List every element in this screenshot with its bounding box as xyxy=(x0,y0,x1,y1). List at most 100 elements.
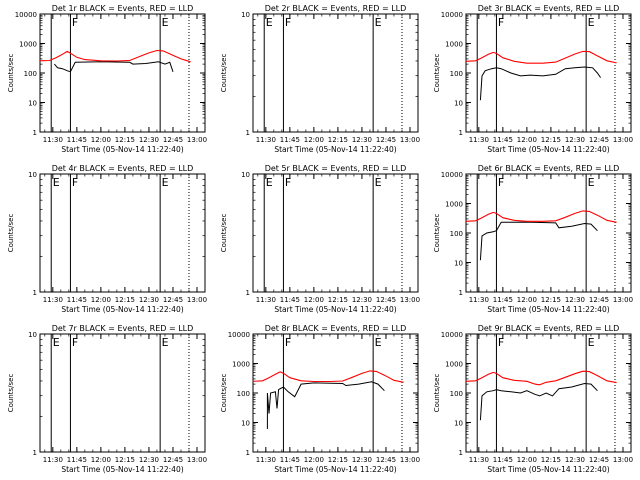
event-marker-label: F xyxy=(285,336,291,349)
event-marker-label: E xyxy=(375,176,382,189)
event-marker-label: E xyxy=(53,336,60,349)
panel-det-6: Det 6r BLACK = Events, RED = LLD 1 10 100 10… xyxy=(433,164,633,314)
lld-series-line xyxy=(39,49,191,63)
plot-frame xyxy=(465,333,632,453)
chart-title: Det 6r BLACK = Events, RED = LLD xyxy=(478,164,620,173)
y-tick-label: 1000 xyxy=(445,201,463,209)
event-marker-label: F xyxy=(72,336,78,349)
x-tick-label: 11:30 xyxy=(43,296,63,304)
x-tick-label: 11:45 xyxy=(280,456,300,464)
x-tick-label: 13:00 xyxy=(400,456,420,464)
panel-det-3: Det 3r BLACK = Events, RED = LLD 1 10 100 10… xyxy=(433,4,633,154)
event-marker-label: F xyxy=(285,16,291,29)
x-tick-label: 12:00 xyxy=(304,296,324,304)
x-tick-label: 11:30 xyxy=(469,136,489,144)
y-tick-label: 1000 xyxy=(232,361,250,369)
events-series-line xyxy=(479,221,598,261)
plot-frame xyxy=(252,173,419,293)
chart-title: Det 9r BLACK = Events, RED = LLD xyxy=(478,324,620,333)
x-tick-label: 12:00 xyxy=(517,296,537,304)
x-tick-label: 13:00 xyxy=(613,296,633,304)
event-marker-label: E xyxy=(588,16,595,29)
x-tick-label: 11:45 xyxy=(280,296,300,304)
y-tick-label: 10 xyxy=(241,171,250,179)
y-tick-label: 100 xyxy=(450,70,463,78)
x-tick-label: 11:30 xyxy=(469,296,489,304)
y-tick-label: 1000 xyxy=(19,41,37,49)
y-axis-label: Counts/sec xyxy=(7,54,15,93)
y-tick-label: 10000 xyxy=(15,11,37,19)
x-tick-label: 12:15 xyxy=(115,136,135,144)
x-tick-label: 11:45 xyxy=(67,136,87,144)
lld-series-line xyxy=(465,370,617,386)
y-axis-label: Counts/sec xyxy=(7,374,15,413)
y-tick-label: 10 xyxy=(454,260,463,268)
x-tick-label: 11:30 xyxy=(256,296,276,304)
chart-title: Det 5r BLACK = Events, RED = LLD xyxy=(265,164,407,173)
x-tick-label: 12:30 xyxy=(565,296,585,304)
x-tick-label: 12:00 xyxy=(91,136,111,144)
y-tick-label: 1 xyxy=(459,449,463,457)
x-axis-label: Start Time (05-Nov-14 11:22:40) xyxy=(487,465,609,474)
y-axis-label: Counts/sec xyxy=(220,214,228,253)
panel-det-8: Det 8r BLACK = Events, RED = LLD 1 10 100 10… xyxy=(220,324,420,474)
chart-title: Det 1r BLACK = Events, RED = LLD xyxy=(52,4,194,13)
y-tick-label: 100 xyxy=(450,390,463,398)
y-tick-label: 10 xyxy=(28,100,37,108)
chart-title: Det 8r BLACK = Events, RED = LLD xyxy=(265,324,407,333)
events-series-line xyxy=(479,382,598,421)
y-axis-label: Counts/sec xyxy=(220,374,228,413)
x-axis-label: Start Time (05-Nov-14 11:22:40) xyxy=(274,465,396,474)
panel-det-4: Det 4r BLACK = Events, RED = LLD 1 10 11:30… xyxy=(7,164,207,314)
event-marker-label: E xyxy=(266,16,273,29)
x-tick-label: 12:15 xyxy=(328,296,348,304)
plot-frame xyxy=(465,13,632,133)
event-marker-label: E xyxy=(375,336,382,349)
y-tick-label: 100 xyxy=(237,390,250,398)
event-marker-label: E xyxy=(588,176,595,189)
y-axis-label: Counts/sec xyxy=(433,54,441,93)
x-tick-label: 12:15 xyxy=(115,296,135,304)
plot-frame xyxy=(252,13,419,133)
x-tick-label: 12:45 xyxy=(163,136,183,144)
event-marker-label: E xyxy=(588,336,595,349)
panel-det-9: Det 9r BLACK = Events, RED = LLD 1 10 100 10… xyxy=(433,324,633,474)
x-tick-label: 11:45 xyxy=(493,456,513,464)
y-axis-label: Counts/sec xyxy=(433,374,441,413)
event-marker-label: F xyxy=(285,176,291,189)
x-tick-label: 12:30 xyxy=(139,456,159,464)
x-tick-label: 13:00 xyxy=(613,136,633,144)
x-axis-label: Start Time (05-Nov-14 11:22:40) xyxy=(61,465,183,474)
y-tick-label: 10 xyxy=(28,331,37,339)
event-marker-label: F xyxy=(72,16,78,29)
events-series-line xyxy=(479,66,602,101)
x-tick-label: 12:15 xyxy=(541,456,561,464)
x-tick-label: 12:00 xyxy=(304,136,324,144)
event-marker-label: E xyxy=(162,16,169,29)
x-tick-label: 13:00 xyxy=(187,136,207,144)
x-tick-label: 11:30 xyxy=(469,456,489,464)
plot-frame xyxy=(465,173,632,293)
panel-det-5: Det 5r BLACK = Events, RED = LLD 1 10 11:30… xyxy=(220,164,420,314)
x-tick-label: 13:00 xyxy=(187,456,207,464)
x-axis-label: Start Time (05-Nov-14 11:22:40) xyxy=(61,145,183,154)
x-tick-label: 12:00 xyxy=(91,296,111,304)
y-tick-label: 10000 xyxy=(441,171,463,179)
x-tick-label: 12:00 xyxy=(517,136,537,144)
x-tick-label: 12:45 xyxy=(376,296,396,304)
x-tick-label: 12:45 xyxy=(589,296,609,304)
chart-title: Det 7r BLACK = Events, RED = LLD xyxy=(52,324,194,333)
x-tick-label: 13:00 xyxy=(613,456,633,464)
x-tick-label: 12:30 xyxy=(139,136,159,144)
x-tick-label: 11:45 xyxy=(493,296,513,304)
x-tick-label: 12:00 xyxy=(517,456,537,464)
x-tick-label: 11:45 xyxy=(67,456,87,464)
x-tick-label: 11:45 xyxy=(67,296,87,304)
event-marker-label: F xyxy=(498,176,504,189)
event-marker-label: F xyxy=(498,336,504,349)
x-tick-label: 13:00 xyxy=(187,296,207,304)
y-tick-label: 1000 xyxy=(445,41,463,49)
plot-frame xyxy=(39,13,206,133)
x-tick-label: 12:45 xyxy=(589,136,609,144)
y-tick-label: 1 xyxy=(459,289,463,297)
